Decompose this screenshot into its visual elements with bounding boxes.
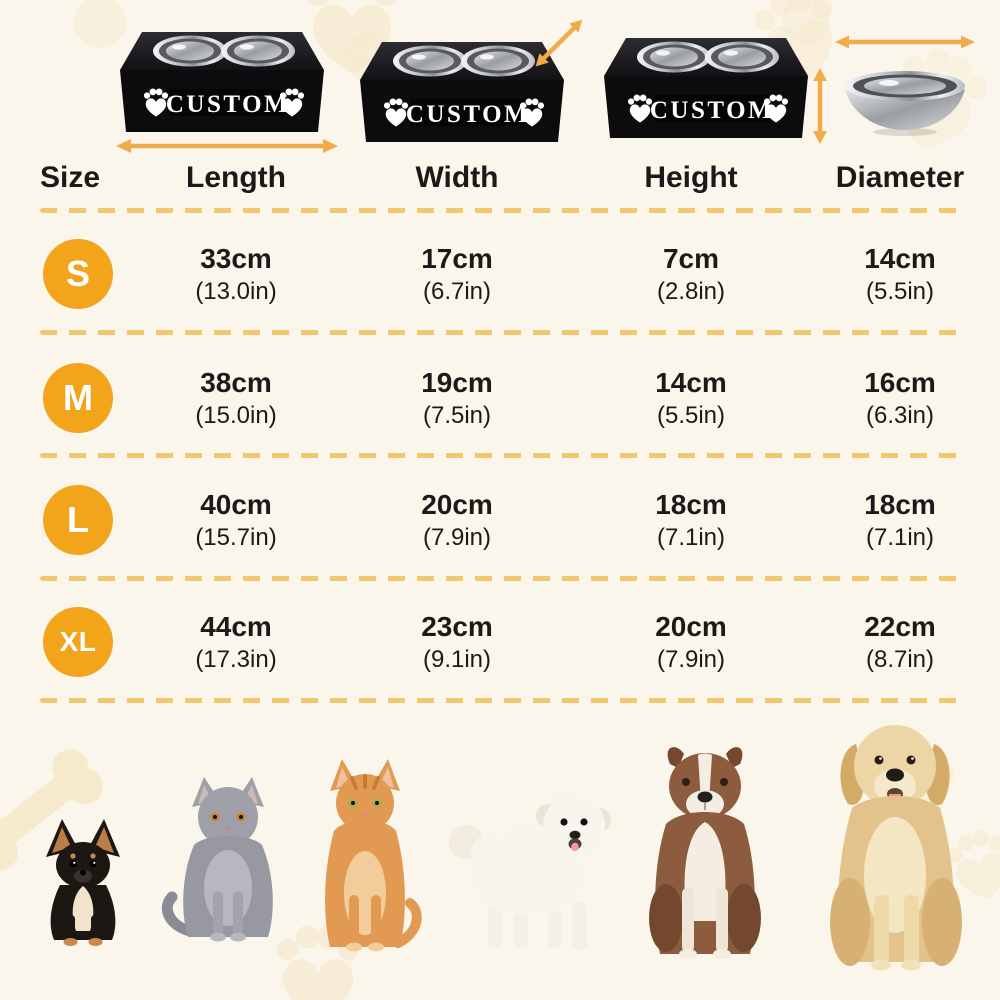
table-row-s: S 33cm (13.0in) 17cm (6.7in) 7cm (2.8in) 14… <box>0 222 1000 326</box>
size-badge-l: L <box>43 485 113 555</box>
gray-cat-photo <box>162 777 273 942</box>
row-divider <box>40 453 964 458</box>
diameter-cell: 16cm (6.3in) <box>864 366 936 429</box>
header-size: Size <box>40 161 101 194</box>
width-cell: 19cm (7.5in) <box>421 366 493 429</box>
length-cell: 33cm (13.0in) <box>195 242 277 305</box>
height-cell: 18cm (7.1in) <box>655 488 727 551</box>
white-dog-photo <box>449 789 611 950</box>
size-badge-m: M <box>43 363 113 433</box>
width-cell: 17cm (6.7in) <box>421 242 493 305</box>
height-cell: 14cm (5.5in) <box>655 366 727 429</box>
row-divider <box>40 208 964 213</box>
bowl-diameter-figure <box>830 28 980 155</box>
height-cell: 20cm (7.9in) <box>655 610 727 673</box>
diameter-cell: 18cm (7.1in) <box>864 488 936 551</box>
row-divider <box>40 330 964 335</box>
height-arrow <box>813 68 827 144</box>
header-height: Height <box>644 161 738 194</box>
length-cell: 44cm (17.3in) <box>195 610 277 673</box>
table-row-xl: XL 44cm (17.3in) 23cm (9.1in) 20cm (7.9in) … <box>0 590 1000 694</box>
header-length: Length <box>186 161 286 194</box>
row-divider <box>40 576 964 581</box>
orange-cat-photo <box>325 759 422 952</box>
header-width: Width <box>415 161 499 194</box>
table-row-m: M 38cm (15.0in) 19cm (7.5in) 14cm (5.5in) 1… <box>0 346 1000 450</box>
height-cell: 7cm (2.8in) <box>656 242 726 305</box>
header-diameter: Diameter <box>835 161 965 194</box>
size-badge-xl: XL <box>43 607 113 677</box>
row-divider <box>40 698 964 703</box>
length-cell: 38cm (15.0in) <box>195 366 277 429</box>
width-arrow <box>535 19 583 67</box>
table-row-l: L 40cm (15.7in) 20cm (7.9in) 18cm (7.1in) 1… <box>0 468 1000 572</box>
width-cell: 20cm (7.9in) <box>421 488 493 551</box>
stand-height-figure <box>596 6 834 163</box>
table-header-row: Size Length Width Height Diameter <box>0 150 1000 206</box>
diameter-cell: 14cm (5.5in) <box>864 242 936 305</box>
length-cell: 40cm (15.7in) <box>195 488 277 551</box>
stand-width-figure <box>352 6 592 163</box>
width-cell: 23cm (9.1in) <box>421 610 493 673</box>
pitbull-photo <box>649 747 761 959</box>
steel-bowl <box>845 71 965 136</box>
size-badge-s: S <box>43 239 113 309</box>
diameter-cell: 22cm (8.7in) <box>864 610 936 673</box>
diameter-arrow <box>835 35 975 49</box>
golden-retriever-photo <box>830 725 962 971</box>
stand-length-figure <box>112 6 342 163</box>
chihuahua-photo <box>46 819 120 946</box>
length-arrow <box>116 139 338 153</box>
